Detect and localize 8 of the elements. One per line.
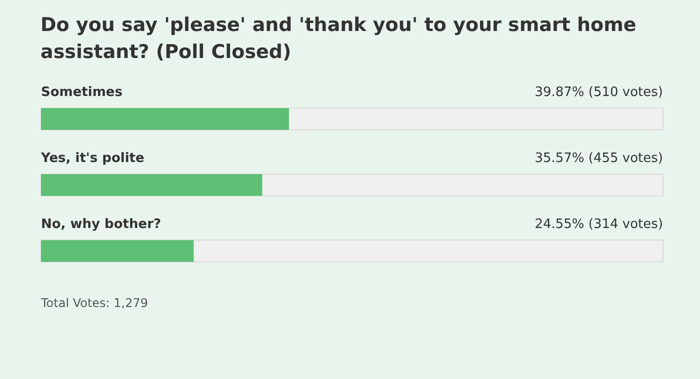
text: Total Votes: 1,279 <box>40 296 148 310</box>
y-tick-label: Yes, it's polite <box>40 151 145 166</box>
chart-title: Do you say 'please' and 'thank you' to your smart home assistant? (Poll Closed) <box>40 14 636 63</box>
data-label: 35.57% (455 votes) <box>534 151 663 166</box>
y-tick-label: Sometimes <box>41 85 123 100</box>
data-label: 39.87% (510 votes) <box>534 85 663 100</box>
y-tick-label: No, why bother? <box>41 217 162 232</box>
data-label: 24.55% (314 votes) <box>534 217 663 232</box>
